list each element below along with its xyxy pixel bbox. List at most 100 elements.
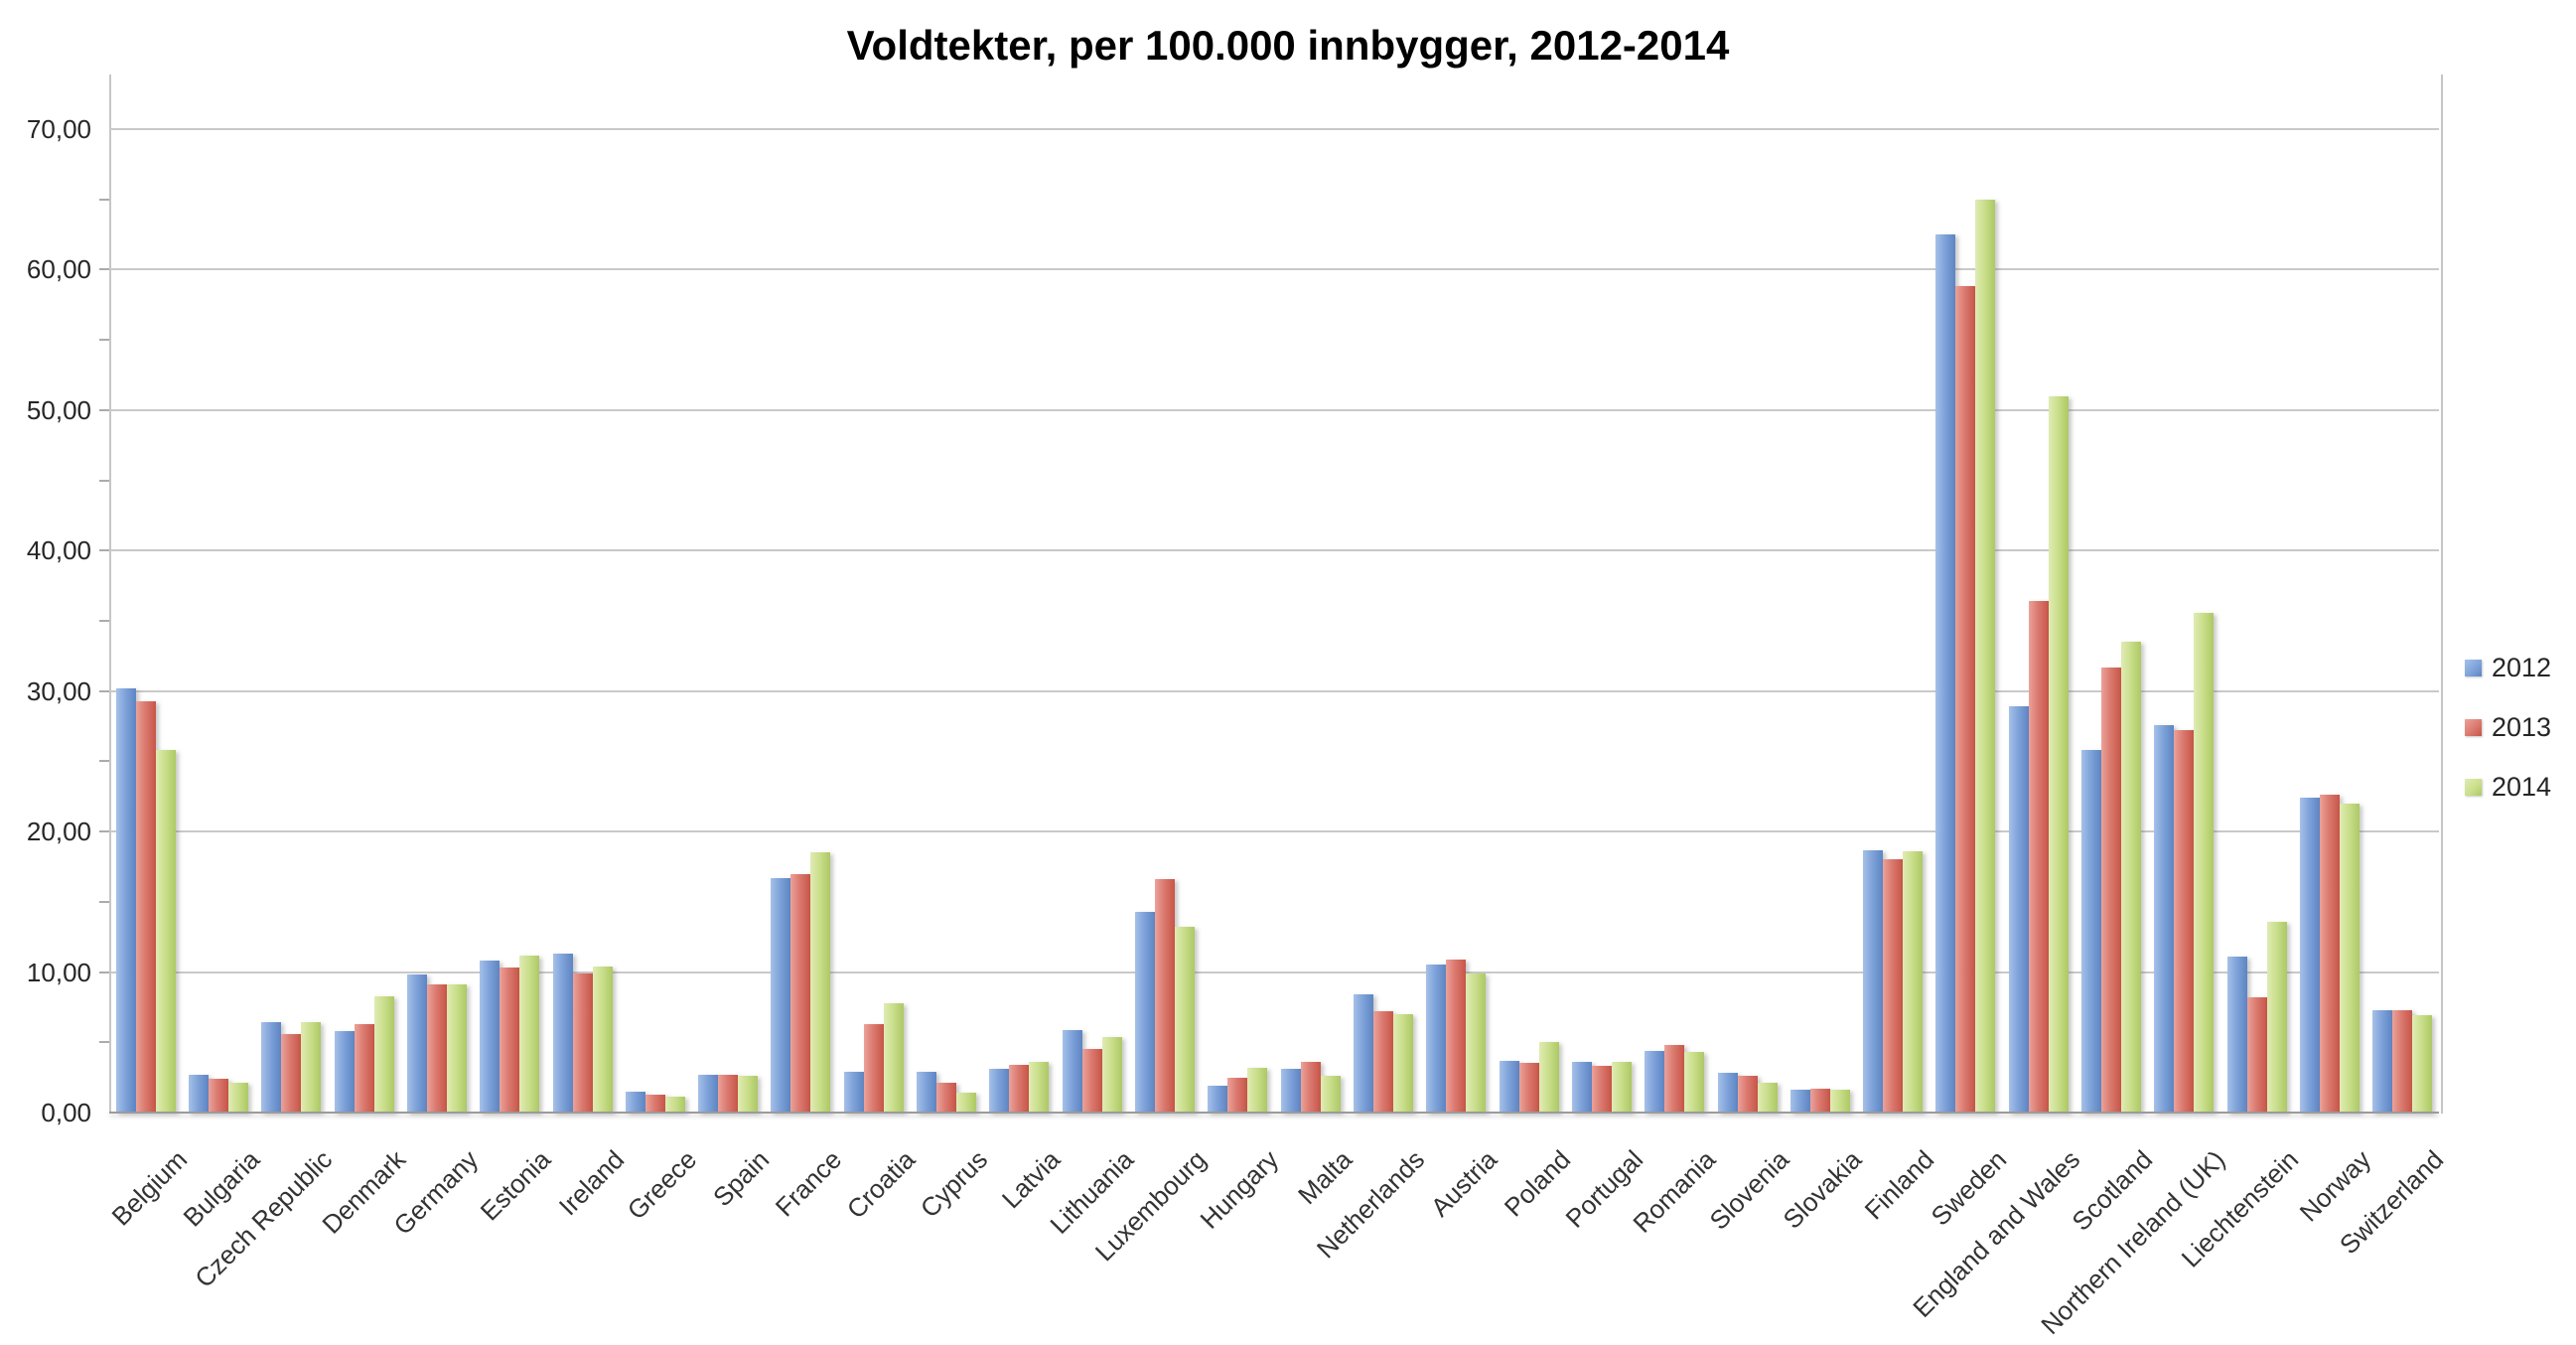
bar-2012-Greece: [626, 1092, 645, 1113]
legend-item-2014: 2014: [2465, 772, 2551, 803]
bar-2012-Bulgaria: [189, 1075, 209, 1113]
bar-2013-Spain: [718, 1075, 738, 1113]
x-axis-label: Slovenia: [1703, 1144, 1795, 1236]
bar-2014-Croatia: [884, 1003, 904, 1113]
bar-2013-Portugal: [1592, 1066, 1612, 1113]
legend-swatch-2012-icon: [2465, 660, 2482, 676]
bar-2013-Sweden: [1955, 286, 1975, 1113]
bar-2012-Ireland: [553, 954, 573, 1113]
bar-2014-Switzerland: [2412, 1015, 2432, 1113]
bar-2013-Luxembourg: [1155, 879, 1175, 1113]
y-axis-label: 50,00: [26, 394, 91, 425]
bar-2013-Slovenia: [1738, 1076, 1758, 1113]
bar-2014-Ireland: [593, 967, 613, 1113]
plot-area: [109, 75, 2443, 1114]
bar-2014-Bulgaria: [228, 1083, 248, 1113]
y-axis-tick: [99, 479, 109, 482]
bar-2012-Belgium: [116, 688, 136, 1113]
bar-2013-Poland: [1519, 1063, 1539, 1113]
bar-2014-Slovenia: [1758, 1083, 1778, 1113]
bar-2013-Scotland: [2101, 668, 2121, 1113]
y-axis-tick: [99, 760, 109, 763]
bar-2014-Denmark: [374, 996, 394, 1113]
x-axis-label: Spain: [706, 1144, 776, 1213]
x-axis-label: Cyprus: [914, 1144, 994, 1224]
bar-2014-Latvia: [1029, 1062, 1049, 1113]
bar-2012-Croatia: [844, 1072, 864, 1113]
bar-2013-Romania: [1664, 1045, 1684, 1113]
bar-2012-Portugal: [1572, 1062, 1592, 1113]
bar-2014-Netherlands: [1393, 1014, 1413, 1113]
x-axis-label: France: [769, 1144, 848, 1223]
bar-2013-Croatia: [864, 1024, 884, 1113]
bar-2013-Slovakia: [1810, 1089, 1830, 1113]
legend-label: 2012: [2492, 653, 2552, 682]
x-axis-label: Slovakia: [1777, 1144, 1868, 1235]
bar-2012-Latvia: [989, 1069, 1009, 1113]
bar-2012-Netherlands: [1354, 994, 1373, 1113]
bar-2012-Poland: [1500, 1061, 1519, 1113]
bar-2014-Slovakia: [1830, 1090, 1850, 1113]
bar-2012-Finland: [1863, 850, 1883, 1113]
bar-2012-Germany: [407, 974, 427, 1113]
bar-2014-Sweden: [1975, 200, 1995, 1113]
bar-2013-England and Wales: [2029, 601, 2049, 1113]
y-axis-tick: [99, 268, 109, 271]
bar-2012-England and Wales: [2009, 706, 2029, 1113]
bar-2014-Northern Ireland (UK): [2194, 613, 2214, 1113]
bar-2012-Lithuania: [1063, 1030, 1082, 1113]
gridline: [109, 971, 2439, 973]
x-axis-label: Malta: [1292, 1144, 1359, 1211]
y-axis-label: 20,00: [26, 817, 91, 847]
y-axis-label: 0,00: [41, 1098, 91, 1127]
bar-2012-Austria: [1426, 965, 1446, 1113]
bar-2013-Norway: [2320, 795, 2340, 1113]
legend-item-2013: 2013: [2465, 712, 2551, 743]
bar-2013-Netherlands: [1373, 1011, 1393, 1113]
bar-2012-France: [771, 878, 790, 1113]
y-axis-label: 40,00: [26, 535, 91, 566]
bar-2014-Austria: [1466, 973, 1486, 1113]
legend-swatch-2013-icon: [2465, 719, 2482, 736]
bar-2012-Switzerland: [2372, 1010, 2392, 1113]
bar-2013-Belgium: [136, 701, 156, 1113]
bar-2013-Ireland: [573, 973, 593, 1113]
bar-2014-Hungary: [1247, 1068, 1267, 1113]
bar-2014-Luxembourg: [1175, 927, 1195, 1113]
bar-2014-Malta: [1321, 1076, 1341, 1113]
bar-2012-Northern Ireland (UK): [2154, 725, 2174, 1113]
bar-2013-Switzerland: [2392, 1010, 2412, 1113]
bar-2013-Austria: [1446, 960, 1466, 1113]
y-axis-tick: [99, 900, 109, 903]
gridline: [109, 268, 2439, 271]
bar-2014-Greece: [665, 1097, 685, 1113]
bar-2013-Czech Republic: [281, 1034, 301, 1113]
bar-2014-Romania: [1684, 1052, 1704, 1113]
legend-label: 2014: [2492, 772, 2552, 802]
bar-2014-Belgium: [156, 750, 176, 1113]
bar-2012-Spain: [698, 1075, 718, 1113]
gridline: [109, 830, 2439, 833]
bar-2013-Greece: [645, 1095, 665, 1113]
legend-swatch-2014-icon: [2465, 779, 2482, 796]
bar-2013-Denmark: [355, 1024, 374, 1113]
bar-2013-Cyprus: [936, 1083, 956, 1113]
gridline: [109, 549, 2439, 552]
bar-2014-Finland: [1903, 851, 1923, 1113]
bar-2014-Scotland: [2121, 642, 2141, 1113]
y-axis-tick: [99, 619, 109, 622]
y-axis-tick: [99, 830, 109, 833]
x-axis-label: Latvia: [995, 1144, 1067, 1215]
bar-2012-Estonia: [480, 961, 500, 1113]
bar-2014-Czech Republic: [301, 1022, 321, 1113]
x-axis-line: [109, 1112, 2439, 1114]
bar-2014-Cyprus: [956, 1093, 976, 1113]
bar-2014-Lithuania: [1102, 1037, 1122, 1113]
y-axis-tick: [99, 408, 109, 411]
bar-2013-Northern Ireland (UK): [2174, 730, 2194, 1113]
y-axis-label: 10,00: [26, 957, 91, 987]
bar-2014-Liechtenstein: [2267, 922, 2287, 1113]
bar-2012-Cyprus: [917, 1072, 936, 1113]
bar-2012-Liechtenstein: [2227, 957, 2247, 1113]
